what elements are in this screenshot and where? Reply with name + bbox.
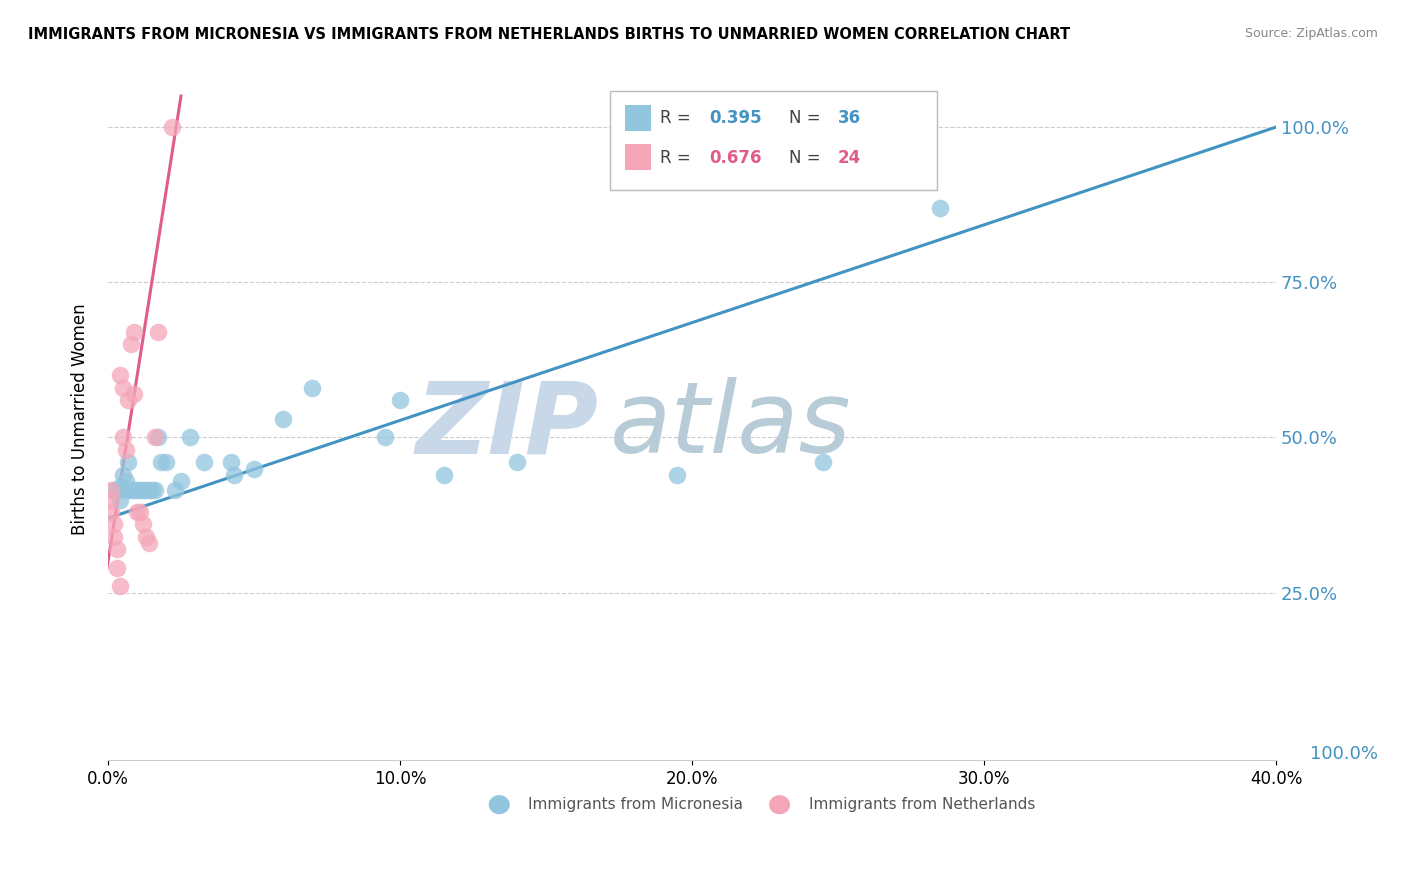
Point xyxy=(100,505,122,519)
Text: ZIP: ZIP xyxy=(416,377,599,475)
Bar xyxy=(626,144,651,169)
Point xyxy=(120,337,142,351)
Point xyxy=(129,505,152,519)
Point xyxy=(117,455,139,469)
Point xyxy=(132,483,155,498)
Text: 0.676: 0.676 xyxy=(710,149,762,167)
Point xyxy=(103,530,125,544)
Point xyxy=(506,455,529,469)
Point xyxy=(388,393,411,408)
Text: R =: R = xyxy=(661,149,696,167)
Point xyxy=(219,455,242,469)
Point xyxy=(193,455,215,469)
Point xyxy=(165,483,187,498)
Point xyxy=(138,483,160,498)
Text: Source: ZipAtlas.com: Source: ZipAtlas.com xyxy=(1244,27,1378,40)
Point xyxy=(155,455,177,469)
Text: 36: 36 xyxy=(838,110,860,128)
Point xyxy=(666,467,689,482)
Point xyxy=(129,483,152,498)
Text: N =: N = xyxy=(789,149,825,167)
Bar xyxy=(626,104,651,131)
Point xyxy=(111,467,134,482)
Text: 0.395: 0.395 xyxy=(710,110,762,128)
Point xyxy=(114,474,136,488)
Point xyxy=(108,368,131,383)
Point xyxy=(103,517,125,532)
Point xyxy=(149,455,172,469)
Point xyxy=(114,483,136,498)
Point xyxy=(146,325,169,339)
Point xyxy=(179,430,201,444)
FancyBboxPatch shape xyxy=(610,91,938,190)
Y-axis label: Births to Unmarried Women: Births to Unmarried Women xyxy=(72,303,89,534)
Ellipse shape xyxy=(769,795,790,814)
Point xyxy=(108,492,131,507)
Point xyxy=(122,325,145,339)
Point xyxy=(271,412,294,426)
Point xyxy=(929,201,952,215)
Point xyxy=(222,467,245,482)
Point xyxy=(100,483,122,498)
Text: R =: R = xyxy=(661,110,696,128)
Point xyxy=(117,393,139,408)
Point xyxy=(122,483,145,498)
Point xyxy=(105,483,128,498)
Text: 100.0%: 100.0% xyxy=(1310,745,1378,763)
Text: IMMIGRANTS FROM MICRONESIA VS IMMIGRANTS FROM NETHERLANDS BIRTHS TO UNMARRIED WO: IMMIGRANTS FROM MICRONESIA VS IMMIGRANTS… xyxy=(28,27,1070,42)
Text: 24: 24 xyxy=(838,149,862,167)
Point xyxy=(114,442,136,457)
Point xyxy=(135,483,157,498)
Point xyxy=(243,461,266,475)
Point xyxy=(135,530,157,544)
Point xyxy=(143,430,166,444)
Point xyxy=(111,381,134,395)
Point xyxy=(127,505,149,519)
Text: Immigrants from Micronesia: Immigrants from Micronesia xyxy=(529,797,744,813)
Point xyxy=(100,492,122,507)
Ellipse shape xyxy=(489,795,510,814)
Point xyxy=(108,579,131,593)
Text: Immigrants from Netherlands: Immigrants from Netherlands xyxy=(808,797,1035,813)
Point xyxy=(132,517,155,532)
Point xyxy=(120,483,142,498)
Point xyxy=(103,483,125,498)
Point xyxy=(301,381,323,395)
Point xyxy=(374,430,396,444)
Point xyxy=(160,120,183,134)
Point xyxy=(143,483,166,498)
Point xyxy=(105,561,128,575)
Point xyxy=(146,430,169,444)
Text: atlas: atlas xyxy=(610,377,852,475)
Point xyxy=(170,474,193,488)
Point xyxy=(433,467,456,482)
Point xyxy=(105,542,128,557)
Point xyxy=(138,536,160,550)
Point xyxy=(122,387,145,401)
Point xyxy=(108,480,131,494)
Point xyxy=(127,483,149,498)
Text: N =: N = xyxy=(789,110,825,128)
Point xyxy=(111,430,134,444)
Point xyxy=(141,483,163,498)
Point xyxy=(813,455,835,469)
